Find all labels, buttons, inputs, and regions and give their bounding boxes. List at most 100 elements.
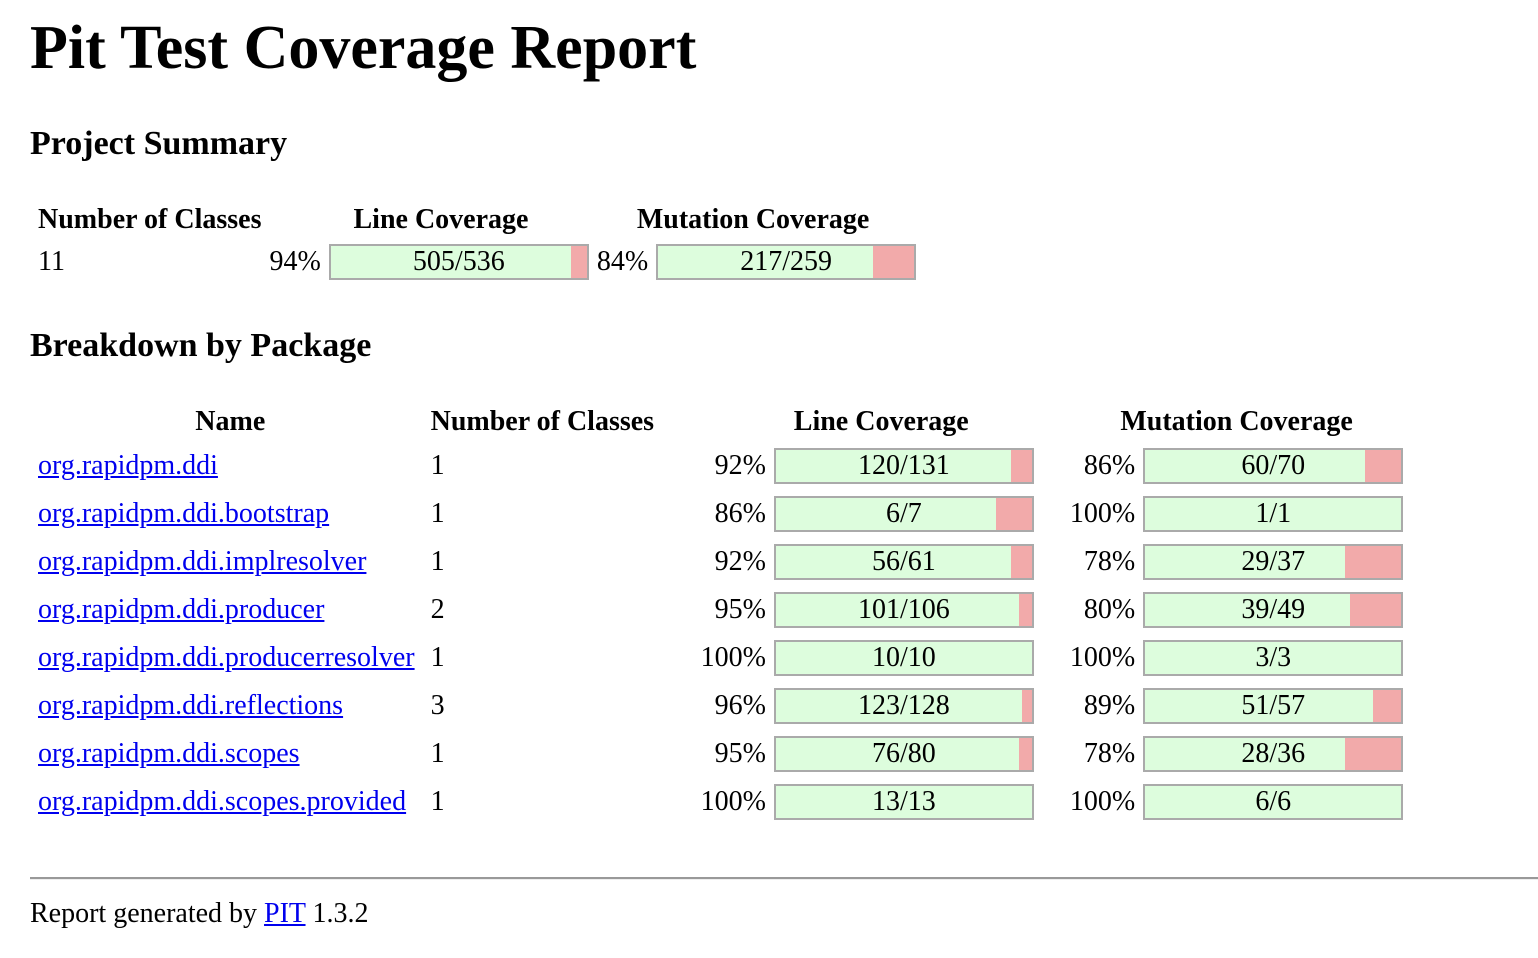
coverage-ratio: 505/536: [412, 246, 505, 277]
summary-classes-header: Number of Classes: [38, 204, 262, 235]
package-row: org.rapidpm.ddi.bootstrap 1 86% 6/7 100% 1/1: [36, 490, 1405, 538]
report-footer: Report generated by PIT 1.3.2: [30, 896, 369, 932]
line-coverage-bar: 120/131: [773, 448, 1034, 484]
coverage-fill: [775, 786, 1032, 818]
line-coverage-bar: 6/7: [773, 496, 1034, 532]
package-link[interactable]: org.rapidpm.ddi.producerresolver: [38, 642, 415, 673]
package-link[interactable]: org.rapidpm.ddi.bootstrap: [38, 498, 330, 529]
coverage-ratio: 217/259: [740, 246, 833, 277]
package-link[interactable]: org.rapidpm.ddi.reflections: [38, 690, 344, 721]
breakdown-header-row: Name Number of Classes Line Coverage Mut…: [36, 402, 1405, 442]
package-classes: 1: [430, 498, 445, 529]
line-coverage-cell: 101/106: [772, 586, 1064, 634]
mutation-coverage-cell: 29/37: [1141, 538, 1405, 586]
package-classes: 1: [430, 546, 445, 577]
mutation-coverage-bar: 3/3: [1143, 640, 1404, 676]
package-link[interactable]: org.rapidpm.ddi.scopes: [38, 738, 300, 769]
mutation-coverage-percent: 100%: [1069, 498, 1136, 529]
coverage-fill: [1145, 642, 1402, 674]
coverage-fill: [330, 246, 572, 278]
project-summary-heading: Project Summary: [30, 125, 288, 162]
footer-version: 1.3.2: [305, 898, 369, 929]
package-name-cell: org.rapidpm.ddi.scopes: [36, 730, 425, 778]
coverage-fill: [775, 546, 1012, 578]
mutation-coverage-cell: 3/3: [1141, 634, 1405, 682]
coverage-fill: [1145, 450, 1366, 482]
package-name-cell: org.rapidpm.ddi: [36, 442, 425, 490]
package-link[interactable]: org.rapidpm.ddi.scopes.provided: [38, 786, 407, 817]
coverage-ratio: 1/1: [1255, 498, 1292, 529]
package-link[interactable]: org.rapidpm.ddi.implresolver: [38, 546, 367, 577]
mutation-coverage-percent: 89%: [1083, 690, 1136, 721]
project-summary-table: Number of Classes Line Coverage Mutation…: [32, 200, 922, 284]
package-link[interactable]: org.rapidpm.ddi: [38, 450, 218, 481]
mutation-coverage-bar: 28/36: [1143, 736, 1404, 772]
line-coverage-percent: 100%: [700, 642, 766, 673]
line-coverage-percent: 92%: [714, 546, 766, 577]
mutation-coverage-cell: 60/70: [1141, 442, 1405, 490]
package-row: org.rapidpm.ddi.producer 2 95% 101/106 80% 39…: [36, 586, 1405, 634]
name-column-header: Name: [195, 406, 266, 437]
package-row: org.rapidpm.ddi.producerresolver 1 100% 10/…: [36, 634, 1405, 682]
package-breakdown-table: Name Number of Classes Line Coverage Mut…: [32, 402, 1409, 826]
summary-line-coverage-bar: 505/536: [328, 244, 589, 280]
mutation-coverage-percent: 86%: [1083, 450, 1136, 481]
line-coverage-cell: 6/7: [772, 490, 1064, 538]
coverage-ratio: 10/10: [872, 642, 936, 673]
summary-line-cell: 505/536: [327, 240, 591, 284]
package-classes: 3: [430, 690, 445, 721]
package-row: org.rapidpm.ddi.reflections 3 96% 123/128 89…: [36, 682, 1405, 730]
coverage-fill: [775, 642, 1032, 674]
mutation-coverage-percent: 78%: [1083, 546, 1136, 577]
mutation-coverage-percent: 80%: [1083, 594, 1136, 625]
line-coverage-cell: 76/80: [772, 730, 1064, 778]
coverage-fill: [775, 498, 997, 530]
line-coverage-cell: 120/131: [772, 442, 1064, 490]
coverage-fill: [775, 690, 1022, 722]
pit-link[interactable]: PIT: [264, 898, 306, 929]
summary-mutation-cell: 217/259: [654, 240, 918, 284]
coverage-fill: [1145, 690, 1374, 722]
line-coverage-percent: 92%: [714, 450, 766, 481]
coverage-fill: [1145, 738, 1345, 770]
coverage-ratio: 28/36: [1241, 738, 1306, 769]
coverage-fill: [775, 594, 1020, 626]
coverage-ratio: 51/57: [1241, 690, 1306, 721]
line-coverage-percent: 86%: [714, 498, 766, 529]
line-coverage-cell: 123/128: [772, 682, 1064, 730]
line-coverage-bar: 13/13: [773, 784, 1034, 820]
coverage-fill: [775, 450, 1012, 482]
mutation-coverage-cell: 1/1: [1141, 490, 1405, 538]
package-classes: 1: [430, 738, 445, 769]
line-coverage-cell: 56/61: [772, 538, 1064, 586]
mutation-coverage-bar: 60/70: [1143, 448, 1404, 484]
summary-line-percent: 94%: [269, 246, 321, 277]
coverage-ratio: 60/70: [1241, 450, 1306, 481]
mutation-coverage-bar: 6/6: [1143, 784, 1404, 820]
mutation-coverage-bar: 29/37: [1143, 544, 1404, 580]
mutation-coverage-cell: 6/6: [1141, 778, 1405, 826]
mutation-coverage-cell: 39/49: [1141, 586, 1405, 634]
breakdown-heading: Breakdown by Package: [30, 327, 372, 364]
coverage-fill: [1145, 594, 1351, 626]
package-row: org.rapidpm.ddi 1 92% 120/131 86% 60/70: [36, 442, 1405, 490]
line-coverage-bar: 76/80: [773, 736, 1034, 772]
line-coverage-cell: 10/10: [772, 634, 1064, 682]
summary-classes-value: 11: [38, 246, 65, 277]
coverage-fill: [1145, 546, 1345, 578]
coverage-ratio: 76/80: [872, 738, 936, 769]
coverage-fill: [658, 246, 874, 278]
mutation-coverage-bar: 39/49: [1143, 592, 1404, 628]
package-classes: 2: [430, 594, 445, 625]
summary-mutation-percent: 84%: [596, 246, 649, 277]
package-row: org.rapidpm.ddi.scopes.provided 1 100% 13/1…: [36, 778, 1405, 826]
package-link[interactable]: org.rapidpm.ddi.producer: [38, 594, 325, 625]
line-coverage-bar: 123/128: [773, 688, 1034, 724]
footer-prefix: Report generated by: [30, 898, 265, 929]
mutation-coverage-percent: 100%: [1069, 642, 1136, 673]
line-coverage-bar: 10/10: [773, 640, 1034, 676]
coverage-ratio: 13/13: [872, 786, 936, 817]
line-coverage-percent: 100%: [700, 786, 766, 817]
breakdown-body: org.rapidpm.ddi 1 92% 120/131 86% 60/70 org.ra…: [36, 442, 1405, 826]
package-name-cell: org.rapidpm.ddi.scopes.provided: [36, 778, 425, 826]
